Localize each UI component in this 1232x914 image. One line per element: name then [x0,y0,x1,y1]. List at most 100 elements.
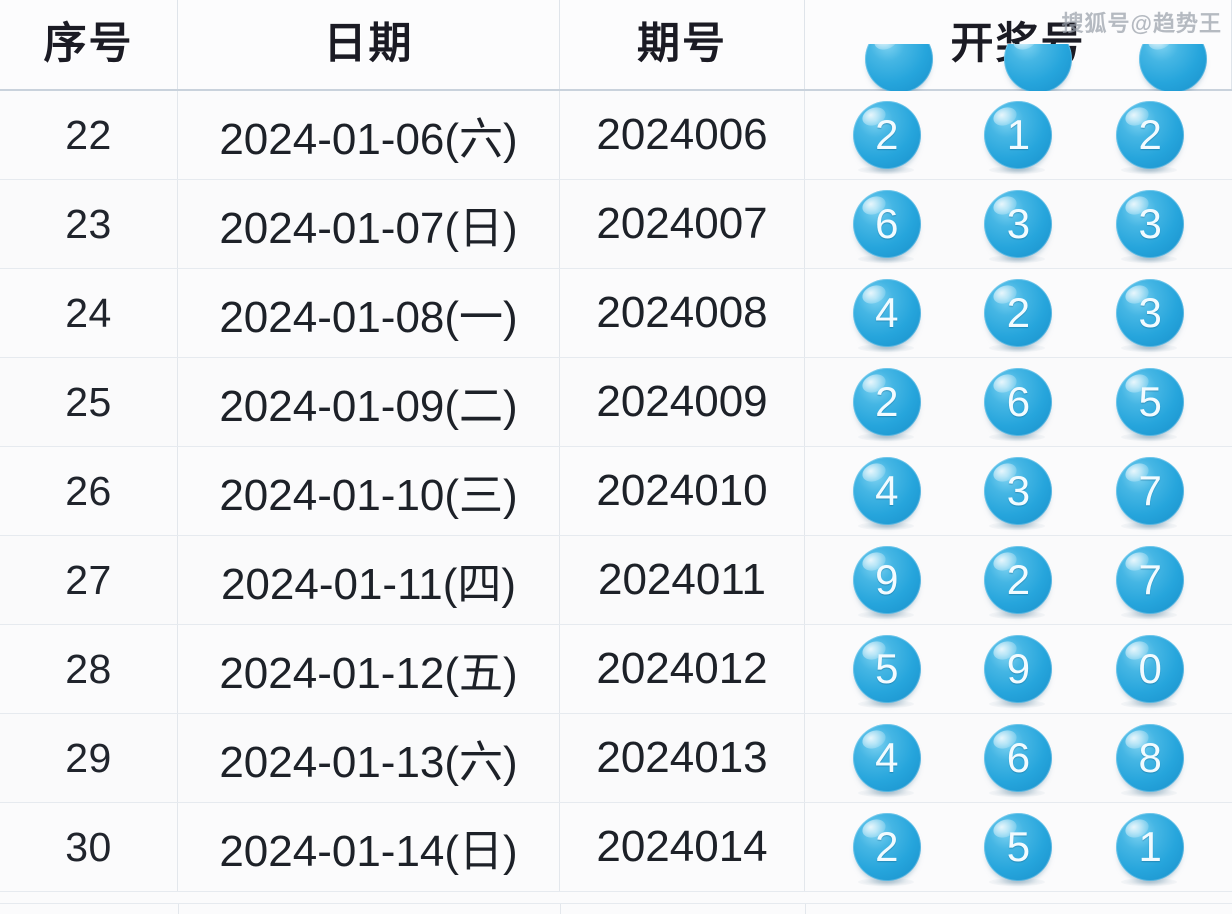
table-row[interactable]: 24 2024-01-08(一) 2024008 4 2 3 [0,269,1232,358]
ball-sphere: 3 [984,190,1053,258]
ball-number-value: 3 [1006,467,1031,514]
ball-sphere: 3 [1116,279,1185,347]
ball-number-value: 1 [1138,823,1162,870]
ball-sphere: 2 [852,368,921,436]
cell-issue: 2024013 [560,714,805,802]
cell-date: 2024-01-09(二) [178,358,560,446]
table-row[interactable]: 25 2024-01-09(二) 2024009 2 6 5 [0,358,1232,447]
row-index-value: 28 [65,645,112,692]
lottery-ball: 1 [981,98,1055,174]
cell-draw-numbers: 2 1 2 [805,91,1232,179]
ball-sphere: 4 [852,279,921,347]
row-date-value: 2024-01-11(四) [220,560,517,609]
row-index-value: 22 [65,111,112,158]
ball-number-value: 3 [1006,200,1031,247]
lottery-ball: 9 [981,632,1055,708]
lottery-ball: 2 [981,276,1055,352]
ball-number-value: 5 [875,645,899,692]
row-issue-value: 2024010 [596,466,768,515]
row-date-value: 2024-01-06(六) [219,115,518,164]
row-date-value: 2024-01-12(五) [219,649,518,698]
cell-draw-numbers: 9 2 7 [805,536,1232,624]
row-date-value: 2024-01-09(二) [219,382,518,431]
ball-number-value: 3 [1138,200,1162,247]
table-header-row: 序号 日期 期号 开奖号 [0,0,1232,91]
ball-number-value: 7 [1138,467,1162,514]
lottery-ball: 9 [850,543,924,619]
lottery-ball: 6 [850,187,924,263]
ball-sphere: 1 [984,101,1053,169]
lottery-ball: 2 [850,98,924,174]
ball-sphere: 5 [852,635,921,703]
lottery-ball: 3 [1113,187,1187,263]
lottery-ball: 4 [850,454,924,530]
column-header-issue: 期号 [560,0,805,89]
row-date-value: 2024-01-07(日) [219,204,518,253]
ball-sphere: 2 [984,279,1053,347]
table-row[interactable]: 23 2024-01-07(日) 2024007 6 3 3 [0,180,1232,269]
cell-issue: 2024010 [560,447,805,535]
ball-number-value: 4 [875,467,899,514]
ball-sphere: 1 [1116,813,1185,881]
cell-issue: 2024007 [560,180,805,268]
row-index-value: 27 [65,556,112,603]
table-row[interactable]: 26 2024-01-10(三) 2024010 4 3 7 [0,447,1232,536]
row-index-value: 25 [65,378,112,425]
cell-date: 2024-01-08(一) [178,269,560,357]
lottery-ball: 2 [981,543,1055,619]
ball-number-value: 6 [875,200,899,247]
cell-draw-numbers: 5 9 0 [805,625,1232,713]
table-row[interactable]: 28 2024-01-12(五) 2024012 5 9 0 [0,625,1232,714]
lottery-ball: 2 [1113,98,1187,174]
lottery-ball: 7 [1113,543,1187,619]
row-date-value: 2024-01-13(六) [219,738,518,787]
ball-number-value: 2 [875,378,899,425]
row-index-value: 26 [65,467,112,514]
lottery-ball: 3 [1113,276,1187,352]
cell-index: 28 [0,625,178,713]
cell-index: 24 [0,269,178,357]
row-issue-value: 2024007 [596,199,768,248]
cell-issue: 2024014 [560,803,805,891]
lottery-ball: 5 [1113,365,1187,441]
lottery-ball: 6 [981,365,1055,441]
row-index-value: 29 [65,734,112,781]
table-row[interactable]: 27 2024-01-11(四) 2024011 9 2 7 [0,536,1232,625]
cell-draw-numbers: 4 6 8 [805,714,1232,802]
cell-date: 2024-01-06(六) [178,91,560,179]
cell-issue: 2024009 [560,358,805,446]
ball-sphere: 3 [1116,190,1185,258]
ball-sphere: 6 [984,724,1053,792]
cell-draw-numbers: 6 3 3 [805,180,1232,268]
column-header-date-label: 日期 [323,20,414,68]
cell-date: 2024-01-12(五) [178,625,560,713]
table-row[interactable]: 29 2024-01-13(六) 2024013 4 6 8 [0,714,1232,803]
ball-number-value: 1 [1006,111,1031,158]
cell-index: 26 [0,447,178,535]
column-header-draw: 开奖号 [805,0,1232,89]
ball-number-value: 8 [1138,734,1162,781]
ball-sphere: 6 [852,190,921,258]
ball-number-value: 9 [1006,645,1031,692]
cell-index: 30 [0,803,178,891]
ball-number-value: 2 [1006,289,1031,336]
ball-sphere: 4 [852,457,921,525]
cell-issue: 2024006 [560,91,805,179]
cell-issue: 2024011 [560,536,805,624]
ball-sphere: 4 [852,724,921,792]
lottery-ball: 2 [850,365,924,441]
row-date-value: 2024-01-08(一) [219,293,518,342]
lottery-ball: 5 [981,810,1055,886]
cell-issue: 2024008 [560,269,805,357]
cell-index: 25 [0,358,178,446]
table-bottom-edge [0,903,1232,914]
ball-number-value: 5 [1138,378,1162,425]
lottery-ball: 3 [981,454,1055,530]
table-row[interactable]: 30 2024-01-14(日) 2024014 2 5 1 [0,803,1232,892]
cell-issue: 2024012 [560,625,805,713]
table-row[interactable]: 22 2024-01-06(六) 2024006 2 1 2 [0,91,1232,180]
row-issue-value: 2024011 [597,555,767,604]
ball-number-value: 4 [875,734,899,781]
lottery-ball: 2 [850,810,924,886]
ball-sphere: 2 [852,813,921,881]
